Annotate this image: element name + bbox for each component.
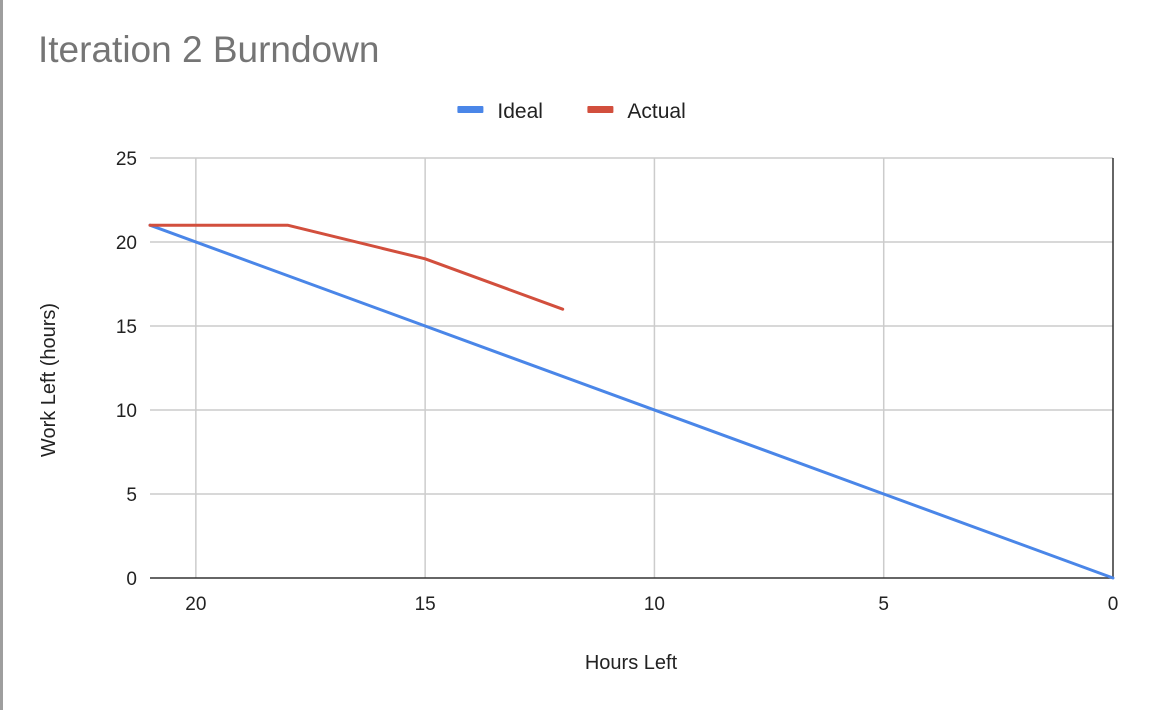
x-tick-label: 15 [415,594,436,615]
legend-swatch [457,106,484,113]
x-tick-label: 0 [1108,594,1119,615]
y-tick-label: 5 [126,485,137,506]
series-layer [148,223,1115,580]
legend-swatch [587,106,614,113]
panel-left-border [0,0,3,710]
y-tick-label: 10 [116,401,137,422]
x-axis-title: Hours Left [585,652,678,674]
chart-title: Iteration 2 Burndown [38,29,380,70]
legend-label: Actual [627,100,685,123]
legend-label: Ideal [497,100,543,123]
y-tick-label: 15 [116,317,137,338]
legend-item-actual[interactable]: Actual [587,100,686,123]
y-tick-label: 20 [116,233,137,254]
series-line-ideal[interactable] [148,223,1115,580]
x-tick-label: 10 [644,594,665,615]
x-tick-label: 5 [878,594,889,615]
x-tick-label: 20 [185,594,206,615]
y-tick-label: 25 [116,149,137,170]
series-line-actual[interactable] [148,223,565,311]
y-tick-label: 0 [126,569,137,590]
legend-item-ideal[interactable]: Ideal [457,100,543,123]
y-axis-title: Work Left (hours) [38,303,60,457]
tick-layer: 0 5 10 15 20 25 20 15 10 5 0 [116,149,1118,615]
legend[interactable]: Ideal Actual [457,100,686,123]
grid-layer [150,157,1114,579]
